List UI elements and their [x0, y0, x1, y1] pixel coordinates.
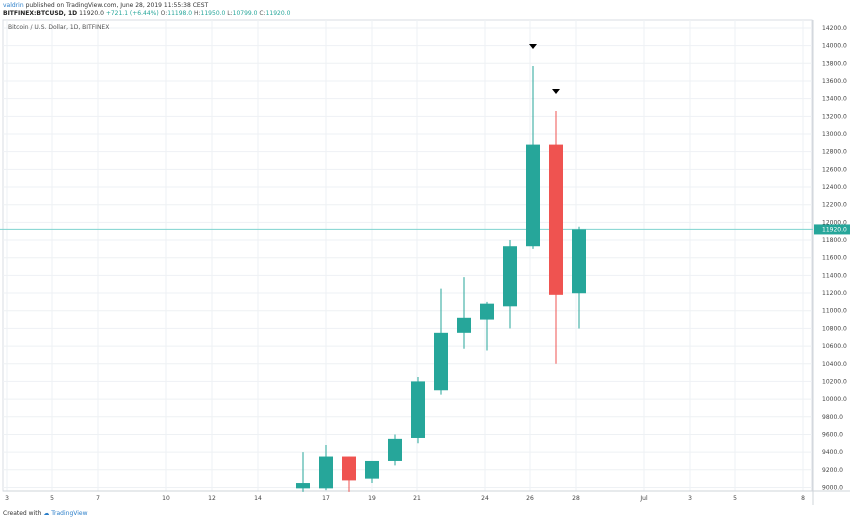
candle: [296, 452, 310, 492]
candle-body-up: [457, 317, 471, 333]
x-tick-label: 14: [254, 495, 262, 502]
candle-body-up: [526, 144, 540, 247]
candle: [411, 377, 425, 444]
candle: [503, 240, 517, 329]
ohlc-close-value: 11920.0: [265, 10, 291, 17]
publish-info: valdrin published on TradingView.com, Ju…: [3, 2, 208, 9]
candle: [549, 111, 563, 364]
y-tick-label: 13800.0: [822, 60, 847, 67]
ohlc-close-label: C:: [259, 10, 266, 17]
x-tick-label: 24: [481, 495, 489, 502]
chart-title: Bitcoin / U.S. Dollar, 1D, BITFINEX: [8, 24, 109, 31]
ohlc-close: C:11920.0: [259, 10, 290, 17]
candle-body-up: [480, 303, 494, 320]
y-tick-label: 10000.0: [822, 396, 847, 403]
x-tick-label: 28: [572, 495, 580, 502]
ohlc-open-value: 11198.0: [167, 10, 193, 17]
candle-body-up: [296, 483, 310, 489]
tradingview-logo-icon: ☁: [43, 510, 50, 517]
x-tick-label: 10: [162, 495, 170, 502]
y-tick-label: 9800.0: [822, 414, 843, 421]
candle: [457, 277, 471, 349]
y-tick-label: 11600.0: [822, 255, 847, 262]
candle-body-up: [572, 229, 586, 294]
x-tick-label: 17: [322, 495, 330, 502]
candle: [342, 456, 356, 492]
y-tick-label: 12800.0: [822, 149, 847, 156]
x-tick-label: 19: [368, 495, 376, 502]
arrow-down-marker: [552, 89, 560, 95]
candle-body-up: [365, 460, 379, 479]
y-tick-label: 10200.0: [822, 378, 847, 385]
y-tick-label: 12400.0: [822, 184, 847, 191]
y-tick-label: 12200.0: [822, 202, 847, 209]
y-tick-label: 12600.0: [822, 166, 847, 173]
footer: Created with ☁ TradingView: [3, 510, 88, 517]
y-tick-label: 9000.0: [822, 484, 843, 491]
candle: [526, 65, 540, 249]
candle-body-up: [411, 381, 425, 438]
y-tick-label: 9600.0: [822, 431, 843, 438]
x-tick-label: 3: [5, 495, 9, 502]
y-tick-label: 9400.0: [822, 449, 843, 456]
candle-body-up: [503, 246, 517, 307]
y-tick-label: 10800.0: [822, 325, 847, 332]
symbol-info: BITFINEX:BTCUSD, 1D 11920.0 +721.1 (+6.4…: [3, 10, 290, 17]
candle-body-down: [342, 456, 356, 481]
ohlc-open-label: O:: [160, 10, 168, 17]
ohlc-open: O:11198.0: [161, 10, 194, 17]
y-tick-label: 14200.0: [822, 25, 847, 32]
y-tick-label: 10600.0: [822, 343, 847, 350]
created-with-text: Created with: [3, 510, 42, 517]
candle: [388, 434, 402, 466]
plot-frame: [2, 19, 813, 492]
price-change: +721.1 (+6.44%): [105, 10, 159, 17]
y-tick-label: 11400.0: [822, 272, 847, 279]
x-tick-label: 26: [526, 495, 534, 502]
ohlc-high-value: 11950.0: [200, 10, 226, 17]
ohlc-high-label: H:: [194, 10, 201, 17]
y-tick-label: 11200.0: [822, 290, 847, 297]
x-tick-label: 12: [208, 495, 216, 502]
x-tick-label: 21: [413, 495, 421, 502]
candle-body-up: [319, 456, 333, 489]
y-tick-label: 11800.0: [822, 237, 847, 244]
last-price-tag-label: 11920.0: [822, 226, 847, 233]
candle-body-down: [549, 144, 563, 295]
y-tick-label: 11000.0: [822, 308, 847, 315]
x-tick-label: 7: [96, 495, 100, 502]
x-tick-label: 8: [801, 495, 805, 502]
y-tick-label: 13400.0: [822, 96, 847, 103]
x-tick-label: 5: [733, 495, 737, 502]
y-tick-label: 14000.0: [822, 43, 847, 50]
y-tick-label: 13600.0: [822, 78, 847, 85]
ohlc-low-label: L:: [227, 10, 233, 17]
x-tick-label: 3: [688, 495, 692, 502]
y-tick-label: 13000.0: [822, 131, 847, 138]
current-price: 11920.0: [79, 10, 104, 17]
x-tick-label: Jul: [639, 495, 648, 502]
candle: [319, 445, 333, 491]
candle-body-up: [388, 438, 402, 461]
candle: [434, 288, 448, 395]
publish-text: published on TradingView.com, June 28, 2…: [25, 2, 209, 9]
ohlc-low: L:10799.0: [227, 10, 259, 17]
candle: [572, 226, 586, 329]
arrow-down-marker: [529, 43, 537, 49]
y-tick-label: 12000.0: [822, 219, 847, 226]
symbol-label: BITFINEX:BTCUSD, 1D: [3, 10, 78, 17]
ohlc-low-value: 10799.0: [232, 10, 258, 17]
author-link[interactable]: valdrin: [3, 2, 24, 9]
y-tick-label: 10400.0: [822, 361, 847, 368]
candle: [480, 301, 494, 351]
y-tick-label: 9200.0: [822, 467, 843, 474]
last-price-tag: [814, 224, 850, 235]
x-tick-label: 5: [50, 495, 54, 502]
candle-body-up: [434, 332, 448, 391]
tradingview-brand[interactable]: TradingView: [51, 510, 88, 517]
ohlc-high: H:11950.0: [194, 10, 227, 17]
y-tick-label: 13200.0: [822, 113, 847, 120]
candle: [365, 460, 379, 484]
